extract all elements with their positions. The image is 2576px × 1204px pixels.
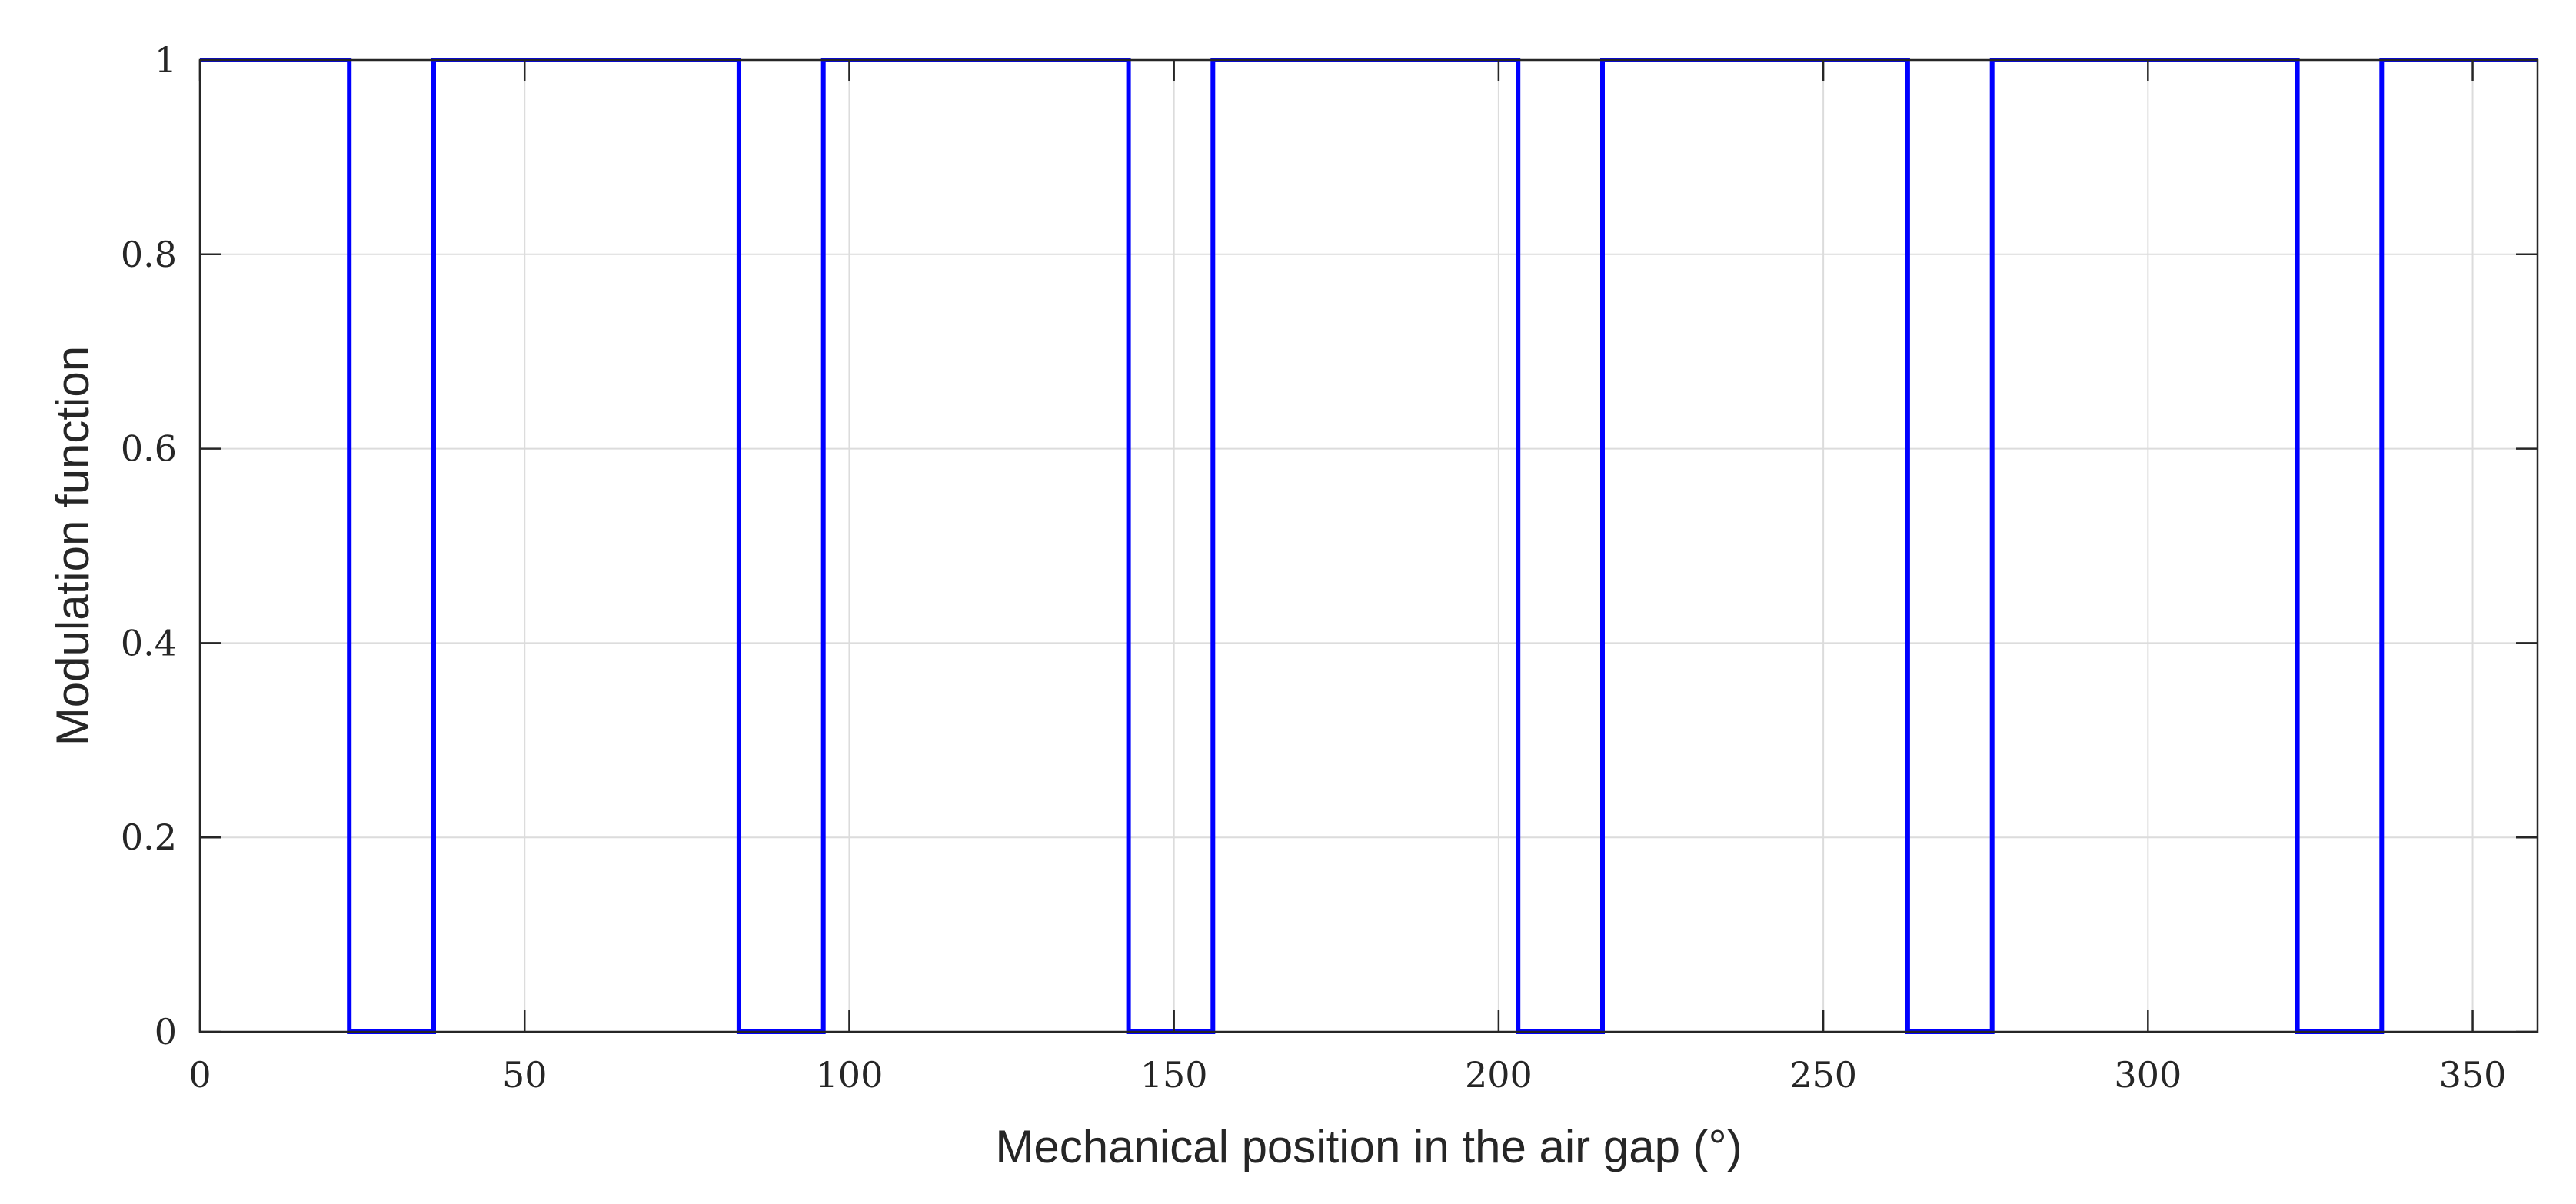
x-tick-label: 50: [502, 1054, 547, 1096]
y-tick-label: 0.2: [121, 817, 177, 858]
x-tick-label: 150: [1140, 1054, 1208, 1096]
x-tick-label: 250: [1789, 1054, 1857, 1096]
y-axis-label: Modulation function: [47, 346, 98, 746]
x-tick-label: 350: [2439, 1054, 2507, 1096]
y-tick-label: 0.6: [121, 428, 177, 470]
grid-lines: [200, 60, 2538, 1032]
plot-area-frame: [198, 58, 2539, 1033]
x-tick-label: 200: [1465, 1054, 1533, 1096]
x-tick-label: 100: [816, 1054, 884, 1096]
y-tick-label: 0.4: [121, 622, 177, 664]
tick-marks: [198, 58, 2538, 1033]
x-tick-label: 300: [2114, 1054, 2182, 1096]
x-axis-label: Mechanical position in the air gap (°): [995, 1121, 1742, 1172]
y-tick-labels: 0 0.2 0.4 0.6 0.8 1: [121, 39, 177, 1053]
y-tick-label: 1: [155, 39, 177, 81]
series-line: [200, 58, 2538, 1034]
y-tick-label: 0: [155, 1011, 177, 1053]
x-tick-labels: 0 50 100 150 200 250 300 350: [188, 1054, 2506, 1096]
series-layer: [200, 58, 2538, 1034]
x-tick-label: 0: [188, 1054, 211, 1096]
y-tick-label: 0.8: [121, 234, 177, 275]
